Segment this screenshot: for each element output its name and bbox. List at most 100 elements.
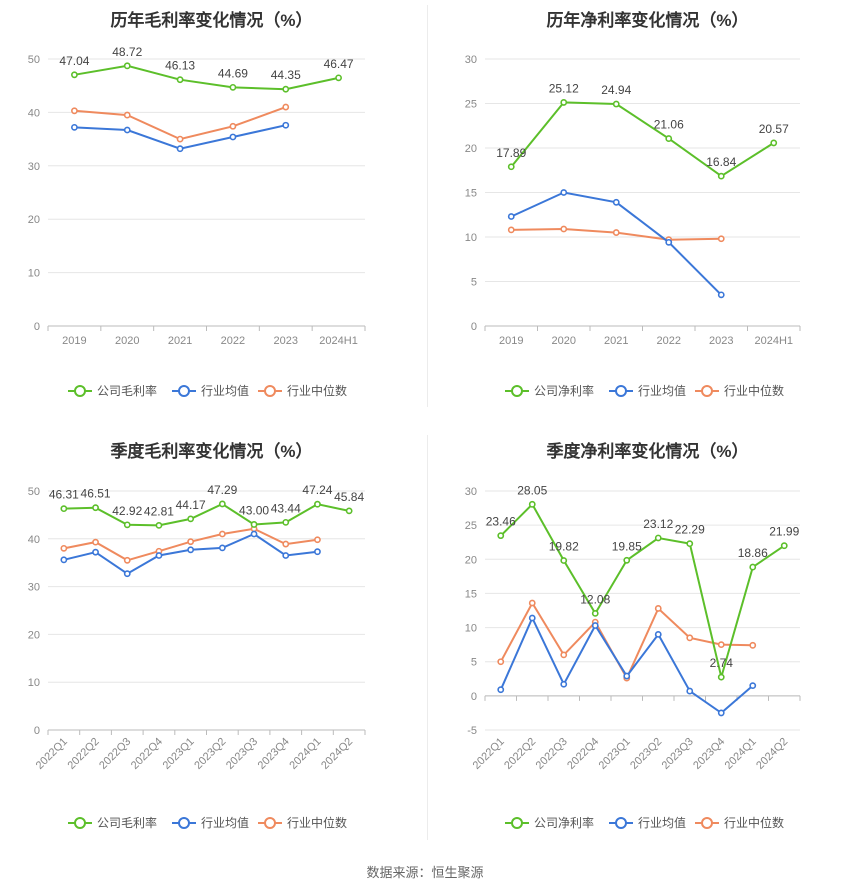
data-point-industry-median (749, 641, 757, 649)
data-label: 23.46 (486, 515, 516, 529)
data-point-company (560, 557, 568, 564)
data-label: 22.29 (675, 523, 705, 537)
legend-item-industry-median: 行业中位数 (724, 815, 784, 830)
legend-swatch-marker (615, 817, 627, 829)
data-point-industry-avg (560, 680, 568, 688)
data-label: 46.51 (81, 487, 111, 501)
data-point-company (612, 100, 620, 108)
data-label: 47.24 (302, 483, 332, 497)
y-tick-label: 20 (28, 214, 40, 226)
x-tick-label: 2023Q2 (628, 736, 664, 772)
data-label: 12.08 (580, 592, 610, 606)
data-point-company (497, 532, 505, 540)
data-point-industry-avg (229, 133, 237, 141)
data-point-company (229, 83, 237, 91)
data-point-industry-median (218, 530, 226, 538)
y-tick-label: 30 (465, 54, 477, 66)
y-tick-label: 0 (34, 321, 40, 333)
data-label: 25.12 (549, 81, 579, 95)
data-label: 43.00 (239, 503, 269, 517)
data-point-industry-avg (497, 686, 505, 694)
x-tick-label: 2024H1 (319, 335, 358, 347)
data-point-company (654, 534, 662, 542)
data-label: 21.99 (769, 525, 799, 539)
x-tick-label: 2024Q1 (723, 736, 759, 772)
vertical-divider-bottom (427, 435, 428, 840)
data-label: 46.31 (49, 488, 79, 502)
chart-quarterly-net-margin: 季度净利率变化情况（%）-50510152025302022Q12022Q220… (465, 441, 801, 830)
data-label: 47.04 (59, 54, 89, 68)
data-point-company (218, 500, 226, 508)
chart-title: 季度毛利率变化情况（%） (110, 441, 312, 461)
legend-swatch-marker (264, 385, 276, 397)
data-point-industry-avg (155, 552, 163, 559)
x-tick-label: 2022Q1 (471, 736, 507, 772)
data-point-company (770, 139, 778, 147)
data-point-industry-median (314, 536, 321, 544)
data-point-company (60, 505, 68, 513)
data-label: 46.47 (324, 57, 354, 71)
data-point-industry-median (123, 556, 131, 564)
y-tick-label: 20 (28, 629, 40, 641)
data-point-industry-avg (717, 709, 725, 717)
legend-swatch-marker (178, 385, 190, 397)
legend-item-industry-avg: 行业均值 (201, 815, 249, 830)
data-label: 47.29 (207, 483, 237, 497)
x-tick-label: 2021 (168, 335, 192, 347)
data-point-industry-avg (686, 687, 694, 695)
x-tick-label: 2020 (552, 335, 576, 347)
data-point-industry-median (282, 103, 290, 111)
y-tick-label: 10 (28, 268, 40, 280)
data-label: 44.17 (176, 498, 206, 512)
data-label: 23.12 (643, 517, 673, 531)
chart-annual-net-margin: 历年净利率变化情况（%） 0 5 10 15 20 25 30 2019 2020 2021 2022… (465, 10, 801, 398)
legend-item-company: 公司毛利率 (97, 383, 157, 398)
data-point-company (686, 540, 694, 548)
x-tick-label: 2019 (62, 335, 86, 347)
data-point-industry-avg (717, 291, 725, 299)
data-point-company (591, 609, 599, 617)
y-tick-label: 30 (465, 486, 477, 498)
legend-item-company: 公司净利率 (534, 815, 594, 830)
y-tick-label: 0 (471, 321, 477, 333)
x-tick-label: 2023Q2 (192, 736, 228, 772)
data-label: 19.85 (612, 539, 642, 553)
x-tick-label: 2023Q3 (660, 736, 696, 772)
data-point-industry-median (507, 226, 515, 234)
data-point-industry-median (229, 122, 237, 130)
chart-quarterly-gross-margin: 季度毛利率变化情况（%）010203040502022Q12022Q22022Q… (28, 441, 366, 830)
data-point-company (717, 172, 725, 180)
data-point-industry-median (686, 634, 694, 642)
x-tick-label: 2024Q1 (287, 736, 323, 772)
data-point-company (123, 521, 131, 529)
x-tick-label: 2024Q2 (754, 736, 790, 772)
y-tick-label: 30 (28, 161, 40, 173)
data-point-industry-avg (507, 213, 515, 220)
data-point-industry-avg (528, 614, 536, 622)
y-tick-label: -5 (467, 725, 477, 737)
data-point-industry-median (176, 135, 184, 143)
legend-swatch-marker (74, 385, 86, 397)
series-line-company (63, 502, 350, 527)
data-point-company (623, 556, 631, 564)
series-line-company (74, 64, 339, 91)
data-point-industry-avg (591, 622, 599, 629)
data-label: 42.81 (144, 504, 174, 518)
data-point-company (345, 507, 353, 515)
data-point-industry-avg (665, 238, 673, 246)
legend-item-industry-median: 行业中位数 (287, 815, 347, 830)
legend-swatch-marker (178, 817, 190, 829)
data-label: 44.69 (218, 66, 248, 80)
x-tick-label: 2023Q4 (256, 736, 292, 772)
y-tick-label: 50 (28, 486, 40, 498)
data-point-industry-avg (314, 548, 321, 556)
legend-swatch-marker (511, 817, 523, 829)
series-line-company (500, 502, 785, 682)
data-point-company (282, 85, 290, 93)
data-label: 28.05 (517, 483, 547, 497)
legend-item-industry-avg: 行业均值 (638, 815, 686, 830)
y-tick-label: 50 (28, 54, 40, 66)
data-point-industry-avg (92, 548, 99, 556)
data-point-company (176, 76, 184, 84)
chart-annual-gross-margin: 历年毛利率变化情况（%） 0 10 20 30 40 50 2019 2020 2021 2022 2… (28, 10, 366, 398)
